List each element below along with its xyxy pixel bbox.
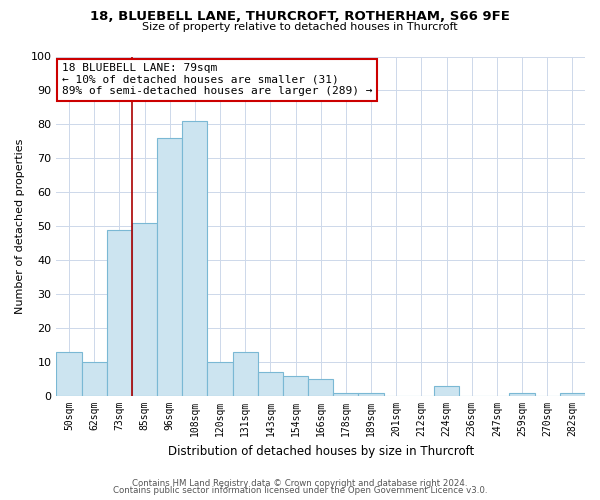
Bar xyxy=(182,121,208,396)
Bar xyxy=(560,392,585,396)
Bar xyxy=(358,392,383,396)
Bar xyxy=(509,392,535,396)
Bar xyxy=(208,362,233,396)
Bar xyxy=(283,376,308,396)
Bar xyxy=(258,372,283,396)
Text: 18 BLUEBELL LANE: 79sqm
← 10% of detached houses are smaller (31)
89% of semi-de: 18 BLUEBELL LANE: 79sqm ← 10% of detache… xyxy=(62,64,372,96)
Bar xyxy=(132,223,157,396)
Text: Contains HM Land Registry data © Crown copyright and database right 2024.: Contains HM Land Registry data © Crown c… xyxy=(132,478,468,488)
Text: Size of property relative to detached houses in Thurcroft: Size of property relative to detached ho… xyxy=(142,22,458,32)
Y-axis label: Number of detached properties: Number of detached properties xyxy=(15,138,25,314)
Bar xyxy=(434,386,459,396)
Text: 18, BLUEBELL LANE, THURCROFT, ROTHERHAM, S66 9FE: 18, BLUEBELL LANE, THURCROFT, ROTHERHAM,… xyxy=(90,10,510,23)
Bar xyxy=(308,379,333,396)
X-axis label: Distribution of detached houses by size in Thurcroft: Distribution of detached houses by size … xyxy=(167,444,474,458)
Bar xyxy=(56,352,82,396)
Text: Contains public sector information licensed under the Open Government Licence v3: Contains public sector information licen… xyxy=(113,486,487,495)
Bar xyxy=(157,138,182,396)
Bar xyxy=(82,362,107,396)
Bar xyxy=(107,230,132,396)
Bar xyxy=(233,352,258,396)
Bar xyxy=(333,392,358,396)
